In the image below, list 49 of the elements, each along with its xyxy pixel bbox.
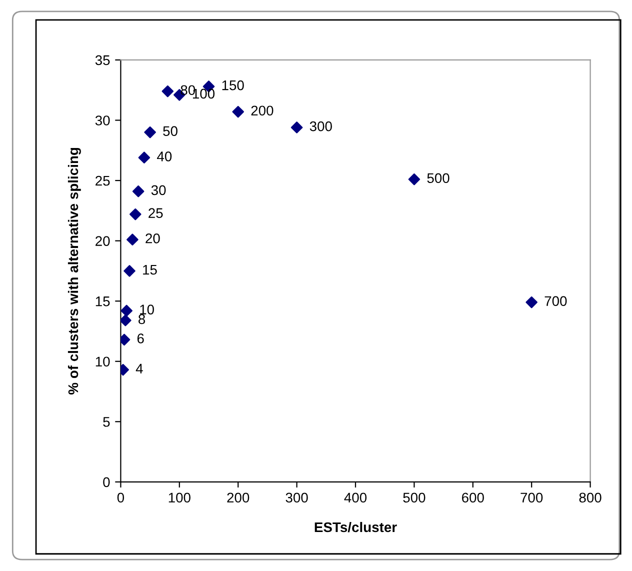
annotation: 150 (222, 80, 244, 90)
point (138, 152, 150, 164)
annotation: 10 (140, 304, 154, 314)
annotation: 15 (143, 264, 157, 275)
point (120, 304, 132, 317)
annotation: 30 (151, 185, 166, 196)
x-tick-label: 700 (520, 492, 543, 503)
point (132, 185, 144, 198)
annotation: 40 (157, 152, 172, 162)
point (526, 296, 538, 308)
point (126, 234, 138, 246)
annotation: 6 (137, 334, 144, 344)
x-tick-label: 800 (579, 492, 602, 503)
annotation: 700 (544, 296, 567, 306)
y-tick-label: 0 (103, 477, 110, 488)
annotation: 8 (138, 314, 146, 324)
annotation: 20 (146, 233, 160, 244)
y-axis-title: % of clusters with alternative splicing (68, 148, 81, 394)
y-tick-label: 30 (95, 116, 110, 126)
x-tick-label: 200 (227, 492, 250, 503)
x-tick-label: 100 (168, 492, 190, 503)
annotation: 200 (251, 106, 274, 116)
point (124, 265, 136, 277)
point (232, 106, 244, 118)
point (290, 122, 303, 134)
x-tick-label: 500 (403, 492, 426, 503)
point (129, 208, 142, 220)
annotation: 4 (136, 364, 143, 374)
point (408, 173, 420, 186)
y-tick-label: 20 (96, 236, 110, 246)
annotation: 50 (163, 126, 178, 136)
y-tick-label: 10 (96, 356, 110, 367)
x-tick-label: 400 (344, 492, 367, 503)
annotation: 300 (310, 121, 332, 132)
y-tick-label: 35 (95, 55, 110, 66)
y-tick-label: 15 (96, 296, 110, 306)
annotation: 25 (148, 208, 163, 218)
annotation: 500 (427, 173, 450, 184)
annotation: 80 (180, 85, 196, 96)
x-tick-label: 600 (462, 492, 484, 503)
x-axis-title: ESTs/cluster (314, 522, 397, 532)
point (144, 126, 156, 138)
y-tick-label: 5 (103, 417, 110, 427)
point (162, 85, 174, 98)
point (120, 314, 132, 326)
annotation: 100 (192, 88, 215, 99)
x-tick-label: 300 (286, 492, 308, 503)
x-tick-label: 0 (117, 492, 124, 503)
y-tick-label: 25 (96, 176, 110, 186)
